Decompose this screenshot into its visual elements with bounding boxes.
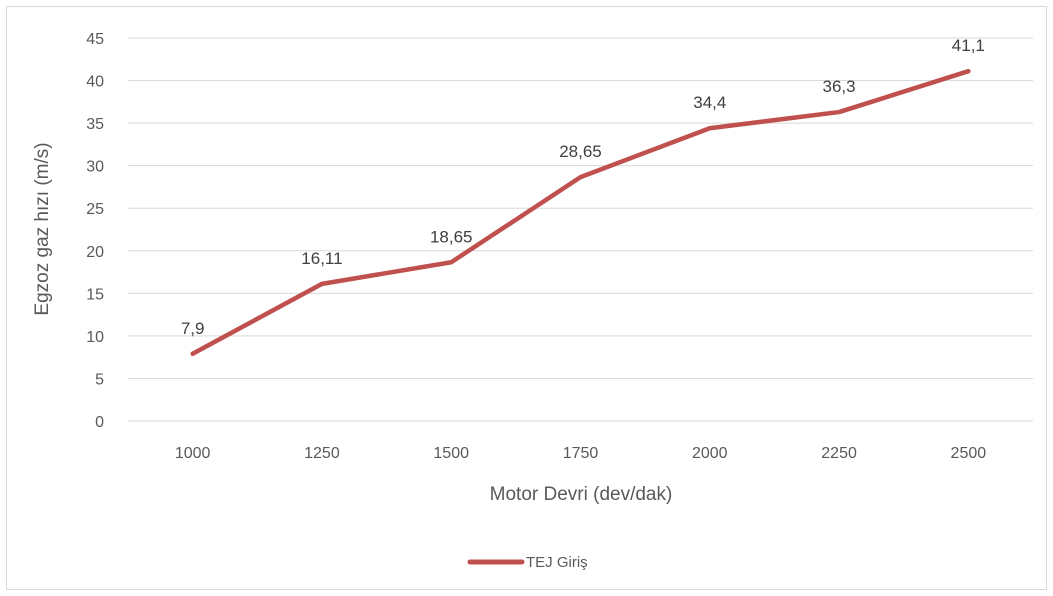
y-tick-label: 45 — [86, 31, 104, 48]
x-tick-label: 1500 — [433, 445, 469, 462]
data-labels: 7,9 16,11 18,65 28,65 34,4 36,3 41,1 — [181, 36, 985, 338]
y-tick-label: 0 — [95, 414, 104, 431]
data-label: 36,3 — [823, 77, 856, 96]
y-tick-label: 30 — [86, 159, 104, 176]
x-axis-title: Motor Devri (dev/dak) — [490, 484, 673, 505]
y-tick-label: 40 — [86, 74, 104, 91]
y-axis-tick-labels: 0 5 10 15 20 25 30 35 40 45 — [86, 31, 104, 431]
y-tick-label: 10 — [86, 329, 104, 346]
data-label: 7,9 — [181, 319, 205, 338]
y-tick-label: 35 — [86, 116, 104, 133]
x-tick-label: 2250 — [821, 445, 857, 462]
data-label: 16,11 — [301, 249, 342, 268]
gridlines — [128, 37, 1033, 422]
x-tick-label: 2000 — [692, 445, 728, 462]
x-axis-tick-labels: 1000 1250 1500 1750 2000 2250 2500 — [175, 445, 986, 462]
x-tick-label: 1000 — [175, 445, 211, 462]
y-tick-label: 20 — [86, 244, 104, 261]
data-label: 34,4 — [693, 93, 726, 112]
x-tick-label: 1250 — [304, 445, 340, 462]
legend: TEJ Giriş — [467, 554, 588, 571]
series-line — [190, 68, 971, 357]
data-label: 28,65 — [559, 142, 602, 161]
series-layer — [190, 68, 971, 357]
y-tick-label: 5 — [95, 371, 104, 388]
y-tick-label: 25 — [86, 201, 104, 218]
x-tick-label: 1750 — [563, 445, 599, 462]
legend-series-label: TEJ Giriş — [526, 554, 588, 571]
data-label: 41,1 — [952, 36, 985, 55]
data-label: 18,65 — [430, 227, 473, 246]
x-tick-label: 2500 — [951, 445, 987, 462]
y-axis-title: Egzoz gaz hızı (m/s) — [32, 142, 53, 315]
y-tick-label: 15 — [86, 286, 104, 303]
